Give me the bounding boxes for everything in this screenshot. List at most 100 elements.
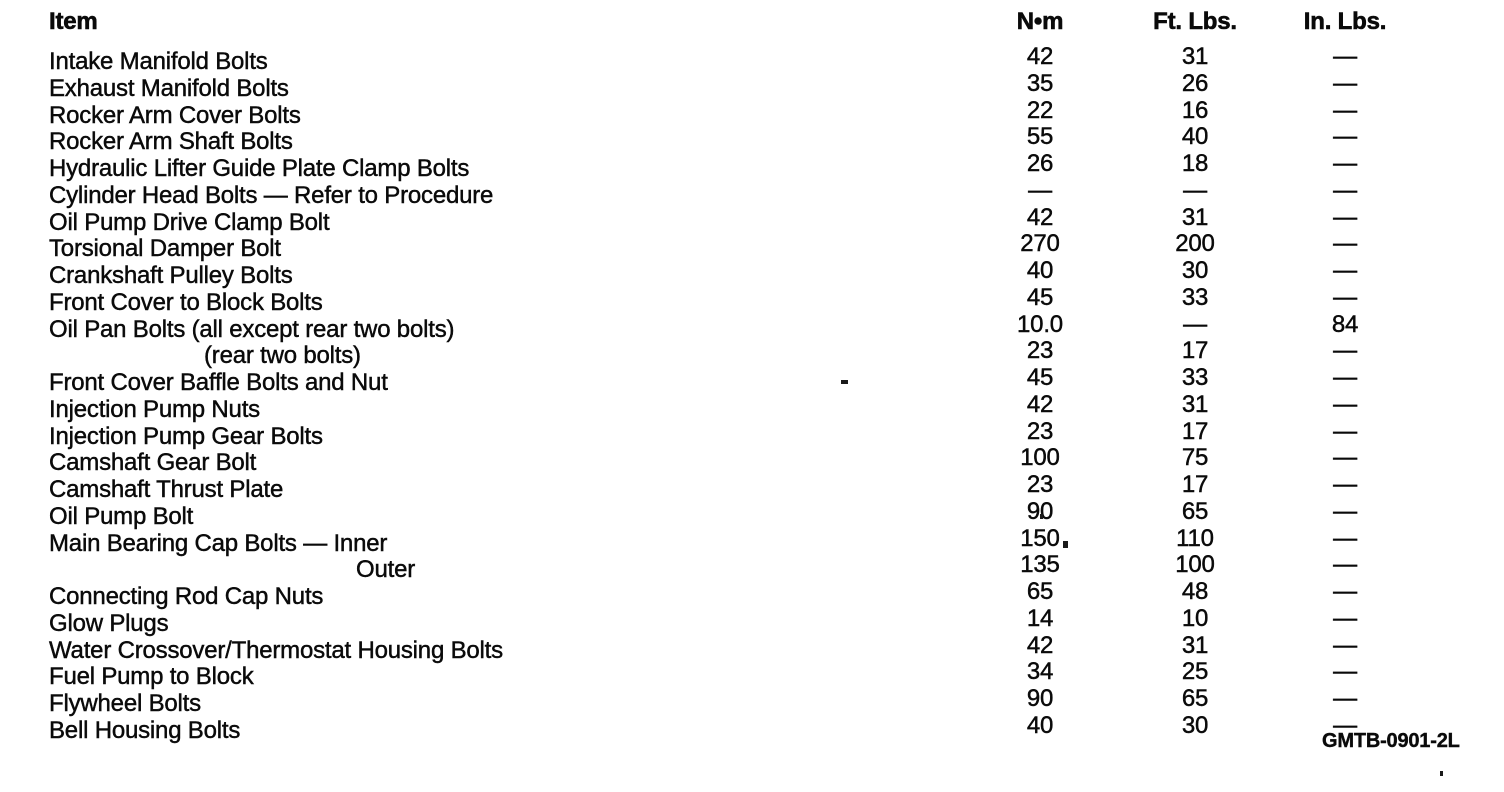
table-row: Outer 135 100 — [0,551,1430,584]
ftlbs-value: — [1183,176,1207,204]
table-body: Intake Manifold Bolts 42 31— Exhaust Manifo… [0,43,1430,745]
column-header-inlbs: In. Lbs. [1303,8,1387,36]
ftlbs-value: 200 [1175,230,1215,258]
ftlbs-value: 48 [1181,578,1209,605]
ftlbs-value: 110 [1176,524,1214,552]
item-cell: Exhaust Manifold Bolts [49,74,289,102]
inlbs-value: — [1333,471,1357,498]
item-cell: Glow Plugs [49,609,169,637]
nm-value: 42 [1026,203,1054,231]
item-cell: Oil Pump Bolt [49,502,194,530]
torque-spec-table: Item N•m Ft. Lbs. In. Lbs. Intake Manifo… [0,7,1430,745]
inlbs-value: — [1333,283,1357,311]
ftlbs-value: 18 [1181,150,1209,177]
nm-value: 23 [1026,337,1054,365]
column-header-ftlbs: Ft. Lbs. [1153,8,1238,36]
table-row: Torsional Damper Bolt 270 200 — [0,230,1430,263]
nm-value: 26 [1026,150,1054,177]
column-header-item: Item [49,8,98,36]
nm-value: 150 [1020,524,1060,552]
scan-artifact [1040,514,1043,519]
table-row: Front Cover Baffle Bolts and Nut 45 33 — [0,364,1430,397]
table-row: Water Crossover/Thermostat Housing Bolts… [0,632,1430,665]
table-row: Bell Housing Bolts 40 30 — [0,712,1430,745]
item-cell: Torsional Damper Bolt [49,235,282,263]
nm-value: 14 [1026,604,1054,632]
table-row: Camshaft Gear Bolt 100 75 — [0,444,1430,477]
item-cell: Rocker Arm Cover Bolts [49,101,301,129]
table-row: Intake Manifold Bolts 42 31 — [0,43,1430,76]
item-cell: Flywheel Bolts [49,690,202,717]
ftlbs-value: 16 [1181,96,1209,124]
item-cell: Injection Pump Nuts [49,395,261,423]
item-cell: Outer [356,556,416,584]
nm-value: 23 [1026,471,1054,498]
ftlbs-value: 100 [1175,551,1215,579]
ftlbs-value: 17 [1181,471,1209,498]
nm-value: 45 [1026,283,1054,311]
nm-value: 34 [1026,658,1054,686]
inlbs-value: — [1333,176,1357,204]
ftlbs-value: 26 [1181,69,1209,97]
inlbs-value: — [1333,524,1357,552]
table-header-row: Item N•m Ft. Lbs. In. Lbs. [0,7,1430,37]
ftlbs-value: 30 [1181,711,1209,739]
table-row: Glow Plugs 14 10 — [0,605,1430,638]
table-row: Crankshaft Pulley Bolts 40 30 — [0,257,1430,290]
item-cell: Front Cover to Block Bolts [49,288,323,316]
nm-value: 10.0 [1017,310,1064,338]
nm-value: 90 [1026,497,1054,525]
table-row: Main Bearing Cap Bolts — Inner 150 110 — [0,525,1430,558]
ftlbs-value: 25 [1181,658,1209,686]
nm-value: 40 [1026,711,1054,739]
ftlbs-value: 31 [1181,390,1209,418]
scan-artifact [841,380,848,384]
ftlbs-value: 65 [1181,497,1209,525]
ftlbs-value: 33 [1181,283,1209,311]
nm-value: 100 [1020,444,1060,472]
table-row: Hydraulic Lifter Guide Plate Clamp Bolts… [0,150,1430,183]
inlbs-value: — [1333,631,1357,659]
ftlbs-value: 17 [1181,417,1209,445]
nm-value: 35 [1026,69,1054,97]
nm-value: 90 [1026,685,1054,712]
item-cell: Front Cover Baffle Bolts and Nut [49,369,388,396]
item-cell: Intake Manifold Bolts [49,48,268,75]
inlbs-value: — [1333,578,1357,605]
inlbs-value: — [1333,658,1357,686]
nm-value: 55 [1026,123,1054,151]
table-row: Cylinder Head Bolts — Refer to Procedure… [0,177,1430,210]
table-row: Fuel Pump to Block 34 25 — [0,658,1430,691]
nm-value: 42 [1026,631,1054,659]
item-cell: Connecting Rod Cap Nuts [49,583,324,610]
inlbs-value: — [1333,203,1357,231]
inlbs-value: — [1333,123,1357,151]
inlbs-value: — [1333,230,1357,258]
item-cell: Camshaft Gear Bolt [49,449,257,477]
nm-value: 270 [1020,230,1060,258]
scan-artifact [1063,541,1068,548]
inlbs-value: — [1333,551,1357,579]
nm-value: 23 [1026,417,1054,445]
inlbs-value: — [1333,150,1357,177]
ftlbs-value: 75 [1181,444,1209,472]
column-header-nm: N•m [1016,8,1064,36]
inlbs-value: — [1333,444,1357,472]
table-row: Rocker Arm Cover Bolts 22 16 — [0,97,1430,130]
inlbs-value: — [1333,257,1357,284]
nm-value: 45 [1026,364,1054,391]
table-row: Flywheel Bolts 90 65 — [0,685,1430,718]
item-cell: Main Bearing Cap Bolts — Inner [49,529,388,557]
nm-value: 42 [1026,390,1054,418]
inlbs-value: — [1333,390,1357,418]
table-row: Oil Pump Drive Clamp Bolt 42 31 — [0,204,1430,237]
item-cell: Oil Pan Bolts (all except rear two bolts… [49,315,455,343]
item-cell: Water Crossover/Thermostat Housing Bolts [49,636,504,664]
inlbs-value: — [1333,417,1357,445]
inlbs-value: — [1333,604,1357,632]
table-row: (rear two bolts) 23 17 — [0,337,1430,370]
inlbs-value: — [1333,711,1357,739]
item-cell: Injection Pump Gear Bolts [49,422,323,450]
table-row: Oil Pan Bolts (all except rear two bolts… [0,311,1430,344]
